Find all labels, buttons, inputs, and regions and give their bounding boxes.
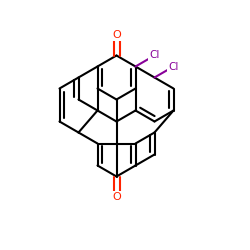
Text: O: O [112,192,121,202]
Text: Cl: Cl [149,50,160,60]
Text: Cl: Cl [168,62,179,72]
Text: O: O [112,30,121,40]
